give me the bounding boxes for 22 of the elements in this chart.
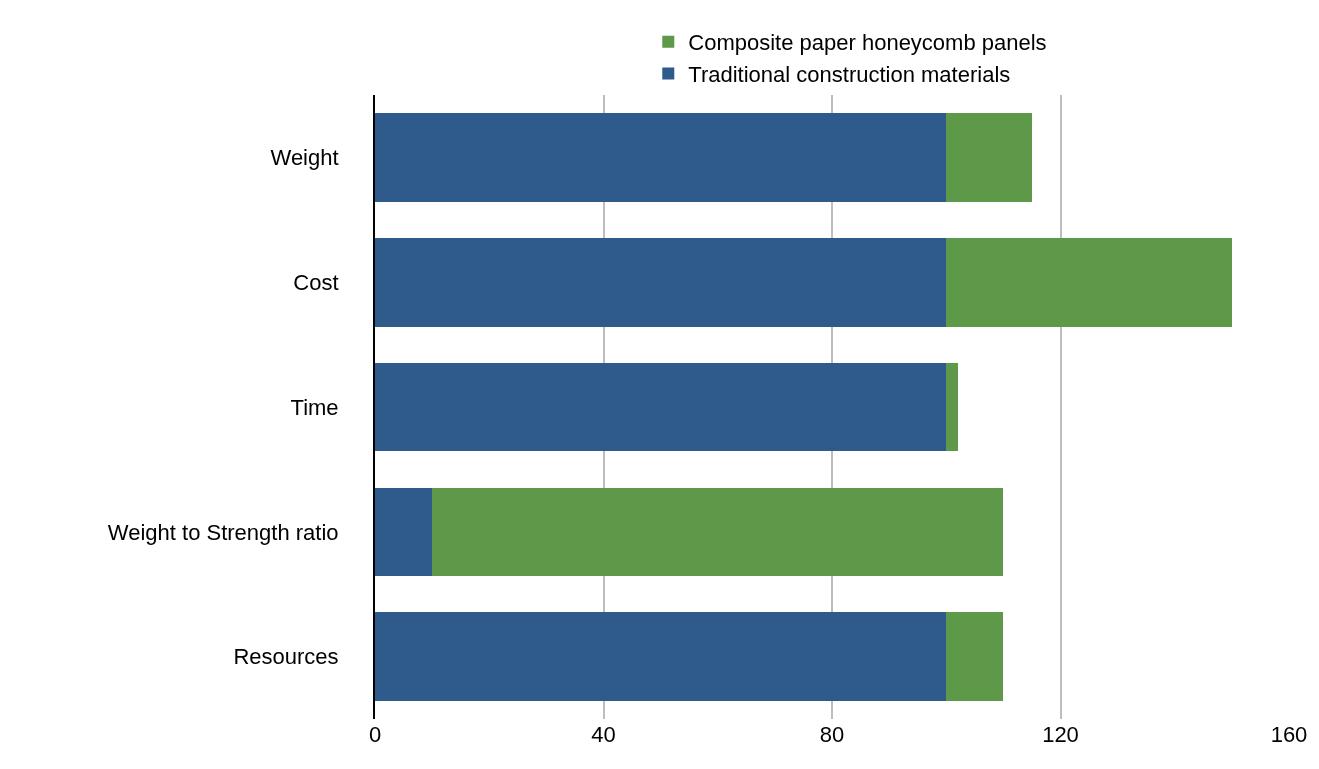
x-tick-label: 0: [368, 722, 382, 747]
legend-label: Traditional construction materials: [688, 61, 1011, 87]
y-tick-label: Weight: [270, 145, 339, 171]
x-tick-label: 80: [819, 722, 845, 747]
bar: [946, 362, 958, 452]
x-tick-label: 120: [1042, 722, 1079, 747]
bar: [375, 487, 433, 577]
bar: [432, 487, 1004, 577]
bar: [946, 237, 1232, 327]
legend-label: Composite paper honeycomb panels: [688, 30, 1047, 56]
y-tick-label: Resources: [233, 644, 339, 670]
bar: [375, 362, 947, 452]
y-tick-label: Time: [290, 394, 339, 420]
bar: [375, 113, 947, 202]
x-tick-label: 160: [1270, 722, 1308, 747]
y-tick-label: Cost: [293, 269, 339, 295]
bar: [375, 237, 947, 327]
bar: [375, 612, 947, 701]
x-tick-label: 40: [591, 722, 616, 747]
y-tick-label: Weight to Strength ratio: [107, 519, 339, 545]
bar: [946, 612, 1004, 701]
bar: [946, 113, 1032, 202]
